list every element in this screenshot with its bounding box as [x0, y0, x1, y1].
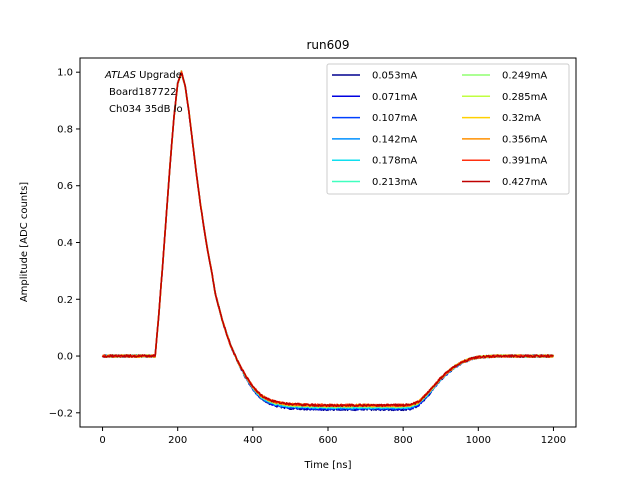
x-tick-label: 400	[243, 435, 262, 446]
legend-entry: 0.391mA	[502, 156, 547, 167]
legend-entry: 0.053mA	[372, 71, 417, 82]
legend: 0.053mA 0.071mA 0.107mA 0.142mA 0.178mA 0.213…	[326, 63, 570, 195]
y-tick-label: 0.4	[57, 238, 73, 249]
legend-entry: 0.178mA	[372, 156, 417, 167]
legend-entry: 0.107mA	[372, 113, 417, 124]
annotation-upgrade: Upgrade	[136, 70, 182, 81]
plot-lines	[101, 70, 555, 412]
y-tick-label: 0.2	[57, 295, 73, 306]
y-tick-label: 1.0	[57, 68, 73, 79]
x-tick-label: 600	[318, 435, 337, 446]
y-tick-label: 0.8	[57, 124, 73, 135]
legend-entry: 0.249mA	[502, 71, 547, 82]
y-tick-label: −0.2	[49, 408, 73, 419]
annotation-line-2: Board187722	[109, 87, 177, 98]
legend-frame	[326, 63, 570, 195]
x-tick-label: 800	[394, 435, 413, 446]
y-tick-label: 0.0	[57, 352, 73, 363]
legend-entry: 0.142mA	[372, 134, 417, 145]
annotation-line-1: ATLAS Upgrade	[104, 70, 182, 81]
legend-entry: 0.213mA	[372, 177, 417, 188]
x-tick-label: 200	[168, 435, 187, 446]
x-tick-label: 1000	[466, 435, 491, 446]
series-line-0.427mA	[102, 72, 554, 408]
annotation-line-3: Ch034 35dB lo	[109, 104, 183, 115]
legend-entry: 0.071mA	[372, 92, 417, 103]
y-tick-label: 0.6	[57, 181, 73, 192]
x-tick-label: 0	[99, 435, 105, 446]
x-tick-label: 1200	[541, 435, 566, 446]
legend-entry: 0.32mA	[502, 113, 541, 124]
legend-entry: 0.285mA	[502, 92, 547, 103]
x-axis-label: Time [ns]	[303, 460, 351, 471]
y-axis: −0.2 0.0 0.2 0.4 0.6 0.8 1.0	[49, 68, 80, 419]
legend-entry: 0.356mA	[502, 134, 547, 145]
legend-entry: 0.427mA	[502, 177, 547, 188]
annotation: ATLAS Upgrade Board187722 Ch034 35dB lo	[104, 70, 183, 115]
x-axis: 0 200 400 600 800 1000 1200	[99, 427, 566, 446]
annotation-atlas: ATLAS	[104, 70, 137, 81]
y-axis-label: Amplitude [ADC counts]	[19, 182, 30, 302]
chart-title: run609	[306, 38, 349, 52]
